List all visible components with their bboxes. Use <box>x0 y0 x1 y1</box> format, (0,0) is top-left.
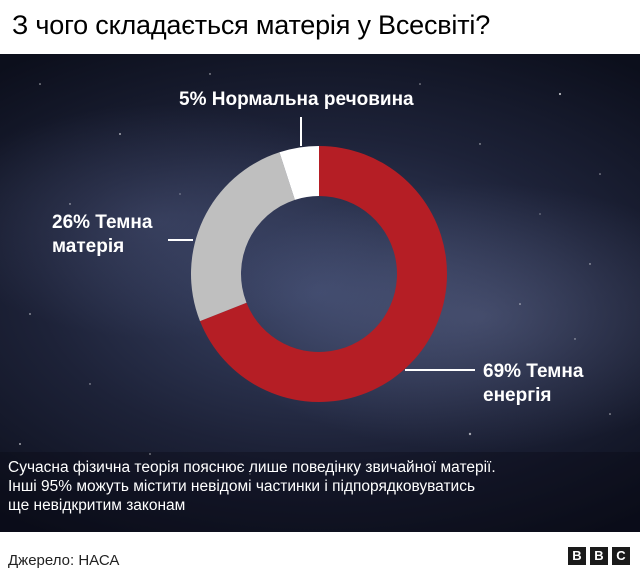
page-title: З чого складається матерія у Всесвіті? <box>12 10 491 40</box>
slice-normal-matter <box>279 146 319 200</box>
donut-chart <box>191 146 448 402</box>
footer <box>0 532 640 573</box>
starfield <box>19 73 611 475</box>
label-dark-matter: 26% Темна матерія <box>52 212 153 257</box>
bbc-logo: B B C <box>568 547 630 565</box>
slice-dark-energy <box>199 146 448 402</box>
title-bar: З чого складається матерія у Всесвіті? <box>0 0 640 54</box>
source-credit: Джерело: НАСА <box>8 552 120 569</box>
chart-note: Сучасна фізична теорія пояснює лише пове… <box>8 459 496 514</box>
slice-dark-matter <box>191 152 295 322</box>
note-panel <box>0 452 640 532</box>
label-dark-energy: 69% Темна енергія <box>483 361 584 406</box>
label-normal-matter: 5% Нормальна речовина <box>179 89 414 110</box>
space-background <box>0 54 640 532</box>
